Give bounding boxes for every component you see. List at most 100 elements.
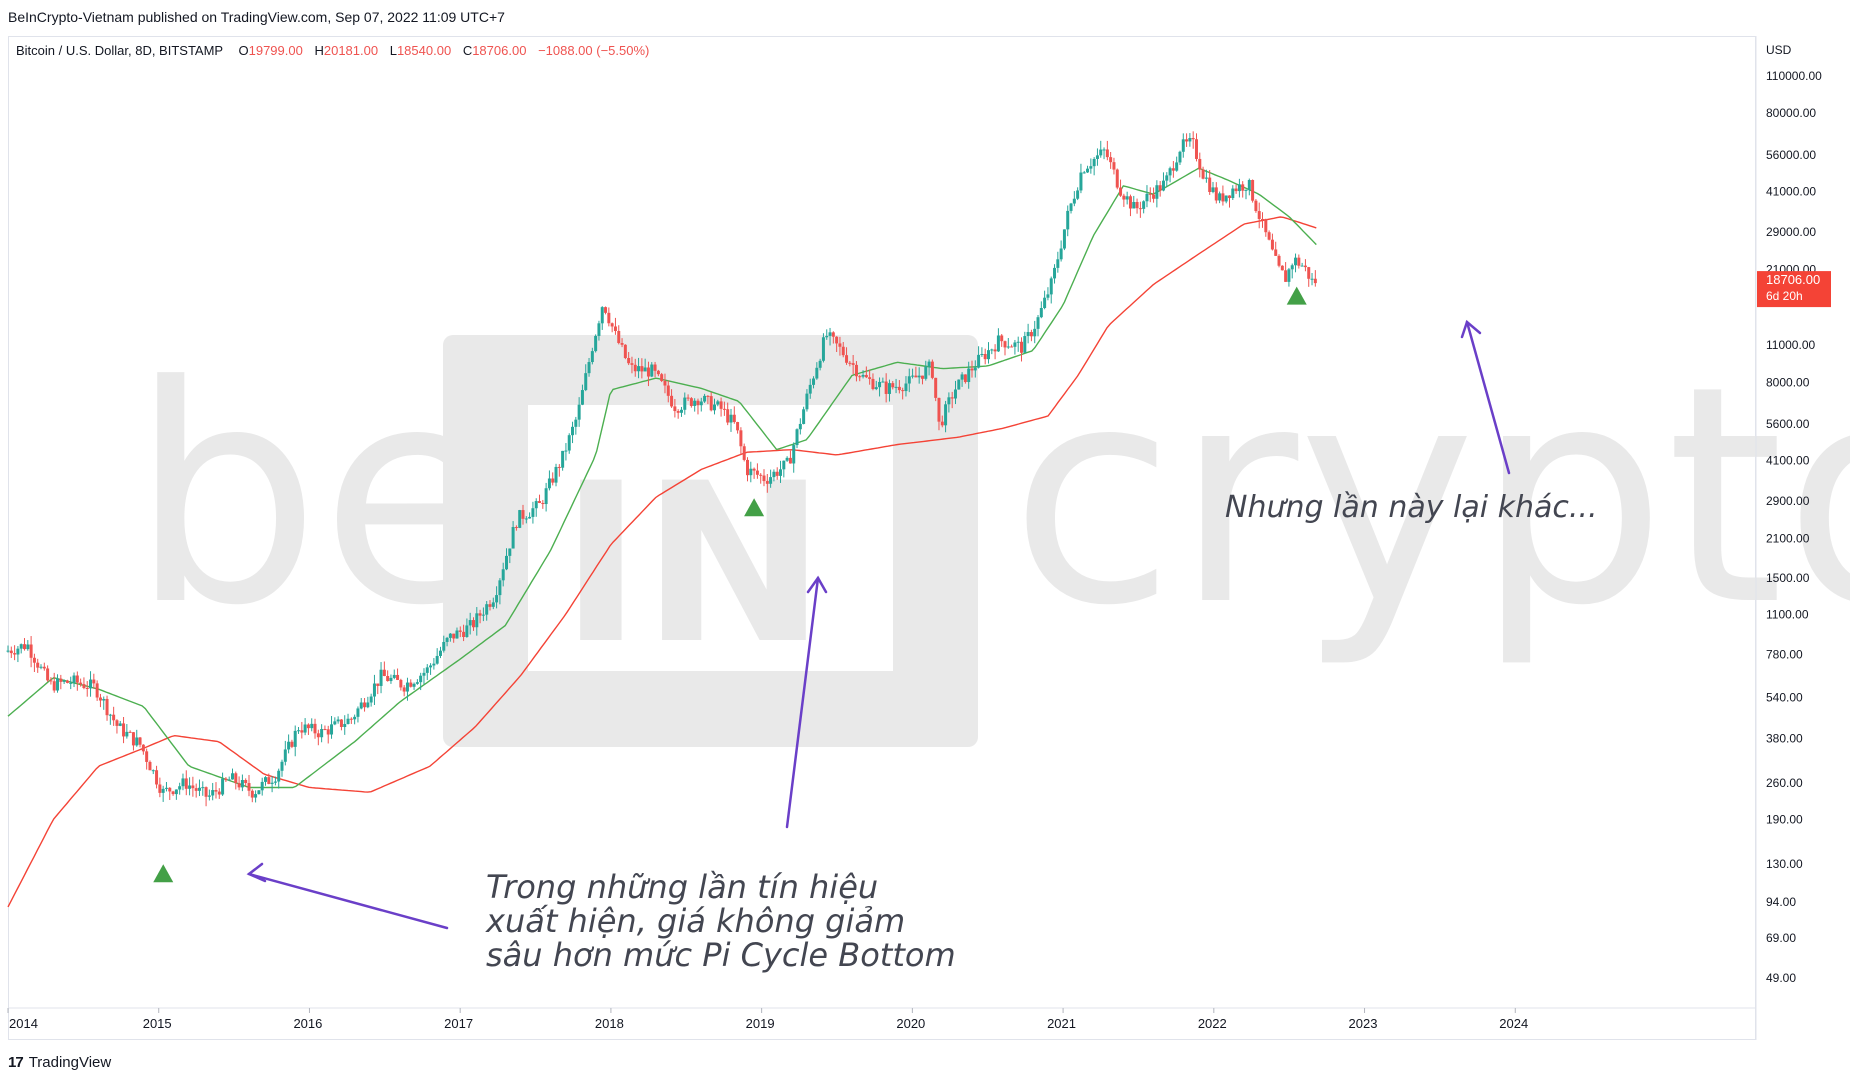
- candle-body: [950, 397, 954, 399]
- candle-body: [749, 468, 753, 476]
- y-tick-label: 80000.00: [1766, 106, 1816, 120]
- candle-body: [372, 683, 376, 697]
- candle-body: [554, 466, 558, 483]
- high-value: 20181.00: [324, 43, 378, 58]
- watermark-text-in: IN: [560, 436, 826, 692]
- candle-body: [313, 723, 317, 734]
- candle-body: [326, 729, 330, 735]
- candle-body: [1115, 169, 1119, 188]
- candle-body: [240, 779, 244, 788]
- candle-body: [501, 569, 505, 581]
- candle-body: [1082, 172, 1086, 174]
- candle-body: [1102, 149, 1106, 151]
- candle-body: [197, 787, 201, 791]
- candle-body: [359, 702, 363, 709]
- candle-body: [934, 377, 938, 398]
- candle-body: [788, 457, 792, 464]
- candle-body: [1119, 187, 1123, 196]
- candle-body: [637, 366, 641, 372]
- candle-body: [1191, 138, 1195, 140]
- y-tick-label: 780.00: [1766, 647, 1803, 661]
- candle-body: [151, 770, 155, 772]
- candle-body: [544, 488, 548, 505]
- candle-body: [953, 389, 957, 399]
- open-label: O: [238, 43, 248, 58]
- candle-body: [452, 633, 456, 639]
- beincrypto-watermark: be IN crypto: [130, 322, 1850, 747]
- candle-body: [1284, 270, 1288, 282]
- candle-body: [528, 516, 532, 519]
- symbol-legend: Bitcoin / U.S. Dollar, 8D, BITSTAMP O197…: [16, 43, 649, 58]
- y-tick-label: 5600.00: [1766, 417, 1810, 431]
- symbol-name: Bitcoin / U.S. Dollar, 8D, BITSTAMP: [16, 43, 223, 58]
- candle-body: [983, 353, 987, 360]
- candle-body: [904, 383, 908, 392]
- candle-body: [864, 374, 868, 378]
- y-tick-label: 540.00: [1766, 690, 1803, 704]
- x-tick-label: 2020: [896, 1016, 925, 1031]
- candle-body: [1254, 200, 1258, 212]
- candle-body: [339, 719, 343, 727]
- candle-body: [1122, 195, 1126, 200]
- candle-body: [125, 731, 129, 737]
- pi-cycle-slow-ma-line: [7, 216, 1317, 908]
- candle-body: [1013, 342, 1017, 347]
- candle-body: [838, 343, 842, 347]
- candle-body: [141, 744, 145, 752]
- candle-body: [914, 375, 918, 378]
- candle-body: [755, 470, 759, 475]
- candle-body: [39, 666, 43, 668]
- candle-body: [1280, 265, 1284, 271]
- candle-body: [1257, 211, 1261, 219]
- y-tick-label: 4100.00: [1766, 454, 1810, 468]
- candle-body: [1244, 189, 1248, 191]
- candle-body: [290, 741, 294, 747]
- candle-body: [1026, 332, 1030, 337]
- candle-body: [1066, 210, 1070, 230]
- candle-body: [699, 401, 703, 406]
- candle-body: [812, 378, 816, 385]
- candle-body: [343, 723, 347, 727]
- candle-body: [620, 343, 624, 345]
- candle-body: [1046, 294, 1050, 298]
- candle-body: [128, 731, 132, 733]
- candle-body: [911, 375, 915, 377]
- candle-body: [23, 644, 27, 650]
- candle-body: [188, 785, 192, 789]
- close-value: 18706.00: [472, 43, 526, 58]
- candle-body: [514, 527, 518, 529]
- x-tick-label: 2018: [595, 1016, 624, 1031]
- candle-body: [283, 749, 287, 762]
- candle-body: [891, 383, 895, 388]
- candle-body: [102, 698, 106, 701]
- candle-body: [168, 787, 172, 792]
- candle-body: [56, 678, 60, 691]
- candle-body: [821, 337, 825, 361]
- high-label: H: [314, 43, 323, 58]
- candle-body: [19, 644, 23, 649]
- candle-body: [897, 386, 901, 391]
- candle-body: [320, 729, 324, 738]
- candle-body: [1043, 297, 1047, 309]
- tradingview-brand: TradingView: [28, 1053, 112, 1071]
- candle-body: [59, 678, 63, 682]
- candle-body: [1092, 158, 1096, 167]
- candle-body: [1020, 341, 1024, 353]
- candle-body: [831, 332, 835, 337]
- candle-body: [617, 330, 621, 344]
- candle-body: [739, 430, 743, 447]
- candle-body: [567, 435, 571, 451]
- candle-body: [1270, 239, 1274, 250]
- candle-body: [277, 770, 281, 782]
- candle-body: [300, 730, 304, 733]
- candle-body: [1267, 232, 1271, 240]
- candle-body: [1175, 162, 1179, 171]
- candle-body: [683, 397, 687, 410]
- candle-body: [250, 790, 254, 798]
- candle-body: [1016, 341, 1020, 343]
- candle-body: [1300, 265, 1304, 267]
- footer[interactable]: 17 TradingView: [8, 1051, 111, 1073]
- candle-body: [1152, 194, 1156, 199]
- signals-layer: [153, 286, 1307, 883]
